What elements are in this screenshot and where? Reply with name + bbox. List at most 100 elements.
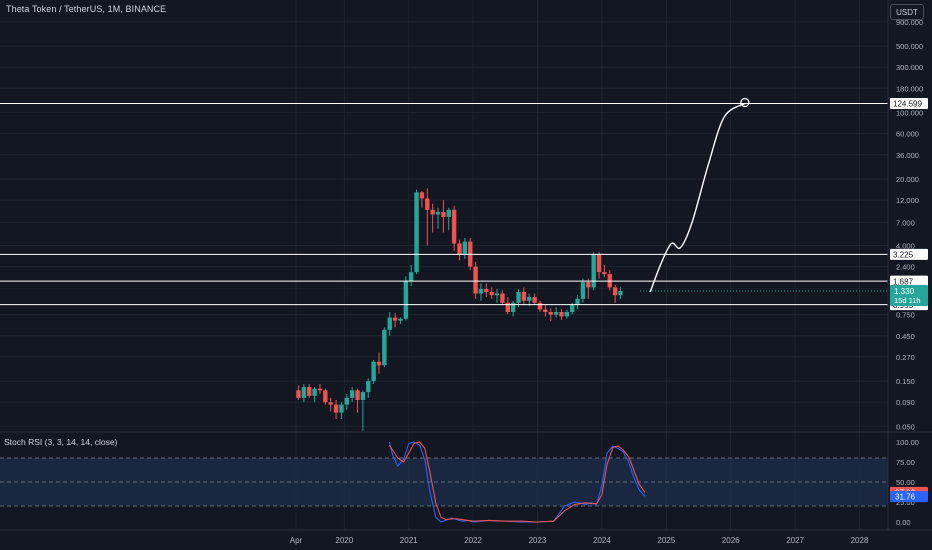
time-axis[interactable]: Apr 2020 2021 2022 2023 2024 2025 2026 2027 2028 bbox=[290, 536, 869, 545]
candle-body bbox=[419, 192, 425, 199]
last-price-countdown: 15d 11h bbox=[894, 296, 921, 305]
candle-body bbox=[409, 272, 414, 281]
price-tick-label: 7.000 bbox=[896, 218, 915, 227]
time-tick-label: Apr bbox=[290, 536, 303, 545]
candle-body bbox=[537, 302, 543, 310]
candle-body bbox=[339, 404, 344, 413]
candle-body bbox=[596, 254, 602, 273]
price-tick-label: 12.000 bbox=[896, 196, 919, 205]
candle-body bbox=[489, 291, 494, 296]
price-tick-label: 36.000 bbox=[896, 151, 919, 160]
rsi-tick-label: 100.00 bbox=[896, 438, 919, 447]
candle-body bbox=[580, 282, 586, 299]
last-price-label: 1.330 bbox=[894, 287, 915, 296]
candle-body bbox=[371, 361, 376, 382]
rsi-axis: 100.00 75.00 50.00 25.00 0.00 bbox=[896, 438, 919, 527]
projection-path bbox=[649, 102, 746, 293]
candle-body bbox=[403, 280, 409, 319]
candle-body bbox=[543, 309, 548, 312]
candle-body bbox=[376, 361, 382, 366]
stoch-rsi-d-line bbox=[388, 441, 646, 523]
candle-body bbox=[553, 311, 559, 315]
price-tick-label: 180.000 bbox=[896, 84, 923, 93]
rsi-tick-label: 25.00 bbox=[896, 498, 915, 507]
candle-body bbox=[328, 402, 333, 405]
candle-body bbox=[323, 390, 328, 403]
candle-body bbox=[414, 192, 419, 273]
candle-body bbox=[398, 318, 403, 321]
candle-body bbox=[366, 381, 371, 393]
candle-body bbox=[382, 329, 387, 366]
candle-body bbox=[527, 297, 532, 301]
candle-body bbox=[521, 291, 527, 301]
rsi-k-label-bg bbox=[890, 491, 928, 503]
candle-body bbox=[586, 282, 591, 288]
price-tick-label: 20.000 bbox=[896, 175, 919, 184]
candle-body bbox=[296, 390, 301, 398]
projection-drawing[interactable] bbox=[649, 97, 750, 293]
price-tick-label: 4.000 bbox=[896, 242, 915, 251]
horizontal-level-label: 3.225 bbox=[893, 251, 914, 260]
candle-body bbox=[478, 288, 484, 294]
candle-body bbox=[500, 293, 505, 303]
candle-body bbox=[548, 311, 553, 315]
currency-button[interactable]: USDT bbox=[890, 4, 924, 20]
candle-body bbox=[425, 198, 430, 210]
candle-body bbox=[392, 317, 398, 321]
symbol-title: Theta Token / TetherUS, 1M, BINANCE bbox=[6, 4, 167, 14]
price-tick-label: 0.750 bbox=[896, 311, 915, 320]
candle-body bbox=[344, 397, 349, 405]
candle-body bbox=[333, 404, 339, 413]
candle-body bbox=[532, 297, 537, 303]
time-tick-label: 2026 bbox=[722, 536, 740, 545]
candle-body bbox=[559, 311, 564, 317]
candle-body bbox=[516, 291, 521, 303]
time-tick-label: 2027 bbox=[786, 536, 804, 545]
candle-body bbox=[591, 254, 596, 288]
candle-body bbox=[575, 298, 580, 305]
horizontal-level-label: 1.687 bbox=[893, 277, 914, 286]
candle-body bbox=[484, 288, 489, 292]
rsi-tick-label: 0.00 bbox=[896, 518, 911, 527]
grid-lines bbox=[0, 0, 888, 530]
candle-body bbox=[435, 212, 441, 215]
price-axis[interactable]: 900.000 500.000 300.000 180.000 100.000 60.00… bbox=[896, 18, 923, 432]
pane-separators bbox=[0, 0, 932, 531]
horizontal-level-label: 124.599 bbox=[893, 100, 922, 109]
candle-body bbox=[430, 209, 435, 215]
candle-body bbox=[301, 387, 307, 398]
candle-body bbox=[360, 392, 366, 400]
price-tick-label: 900.000 bbox=[896, 18, 923, 27]
last-price-label-bg bbox=[890, 284, 928, 306]
price-tick-label: 100.000 bbox=[896, 109, 923, 118]
candle-body bbox=[618, 290, 623, 296]
candle-body bbox=[317, 388, 323, 391]
price-tick-label: 2.400 bbox=[896, 263, 915, 272]
candle-body bbox=[441, 212, 446, 217]
time-tick-label: 2020 bbox=[335, 536, 353, 545]
horizontal-level-label-bg bbox=[890, 248, 928, 260]
candle-body bbox=[457, 243, 462, 255]
price-tick-label: 0.090 bbox=[896, 398, 915, 407]
horizontal-levels[interactable] bbox=[0, 103, 888, 306]
rsi-tick-label: 50.00 bbox=[896, 478, 915, 487]
stoch-rsi-band bbox=[0, 457, 888, 507]
candles bbox=[296, 188, 623, 431]
candle-body bbox=[451, 209, 457, 244]
price-tick-label: 0.270 bbox=[896, 353, 915, 362]
price-tick-label: 500.000 bbox=[896, 42, 923, 51]
horizontal-level-label-bg bbox=[890, 98, 928, 109]
rsi-d-value-label: 31.76 bbox=[895, 493, 916, 502]
rsi-tick-label: 75.00 bbox=[896, 458, 915, 467]
candle-body bbox=[612, 287, 618, 296]
time-tick-label: 2028 bbox=[851, 536, 869, 545]
time-tick-label: 2025 bbox=[657, 536, 675, 545]
stoch-rsi-title: Stoch RSI (3, 3, 14, 14, close) bbox=[4, 437, 118, 447]
candle-body bbox=[312, 388, 317, 396]
candle-body bbox=[387, 317, 392, 330]
candle-body bbox=[510, 302, 516, 312]
price-tick-label: 0.150 bbox=[896, 377, 915, 386]
candle-body bbox=[462, 241, 468, 255]
